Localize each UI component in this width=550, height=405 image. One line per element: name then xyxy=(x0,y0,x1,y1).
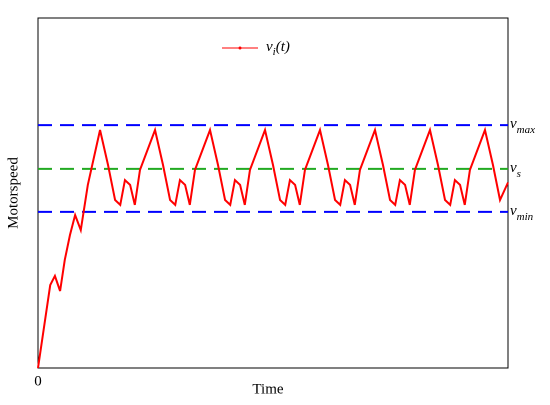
data-line xyxy=(37,126,509,369)
legend-label: vi(t) xyxy=(266,39,290,57)
reference-label-part: s xyxy=(517,167,521,179)
legend-label-part: v xyxy=(266,39,273,55)
reference-label: vs xyxy=(510,160,521,179)
reference-label: vmin xyxy=(510,203,534,222)
x-tick-label: 0 xyxy=(34,373,42,389)
reference-label: vmax xyxy=(510,117,535,136)
y-axis-label: Motorspeed xyxy=(5,157,21,229)
legend-label-part: (t) xyxy=(276,39,290,55)
legend-marker xyxy=(238,46,242,50)
reference-label-part: v xyxy=(510,203,517,219)
legend-label-part: i xyxy=(273,46,276,58)
reference-label-part: min xyxy=(517,210,534,222)
reference-label-part: v xyxy=(510,117,517,133)
reference-label-part: max xyxy=(517,124,535,136)
x-axis-label: Time xyxy=(252,381,283,397)
plot-frame xyxy=(37,17,509,369)
reference-label-part: v xyxy=(510,160,517,176)
